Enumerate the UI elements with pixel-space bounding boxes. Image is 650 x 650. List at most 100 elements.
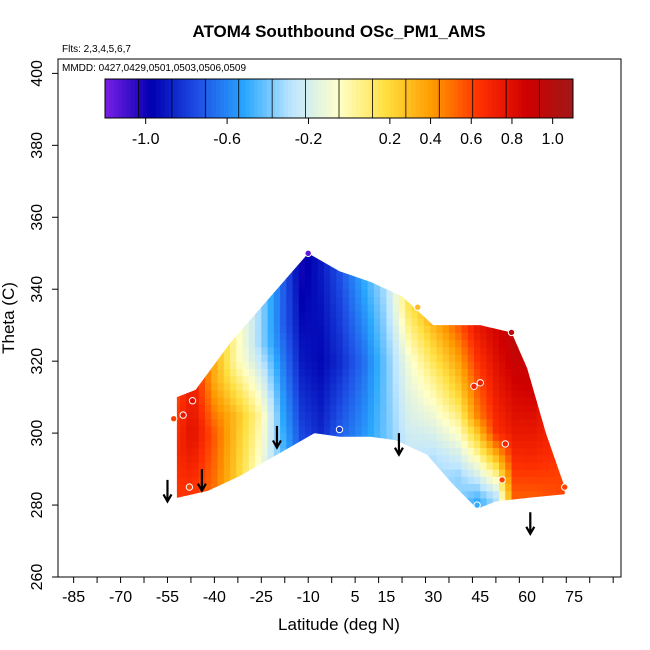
heatmap-cell: [198, 397, 206, 405]
heatmap-cell: [530, 476, 538, 485]
heatmap-cell: [292, 397, 300, 405]
heatmap-cell: [373, 440, 381, 449]
heatmap-cell: [223, 447, 231, 456]
heatmap-cell: [342, 346, 350, 355]
heatmap-cell: [261, 404, 269, 413]
heatmap-cell: [549, 260, 556, 269]
heatmap-cell: [323, 490, 331, 499]
heatmap-cell: [305, 253, 312, 262]
heatmap-cell: [198, 253, 206, 254]
heatmap-cell: [467, 310, 475, 319]
heatmap-cell: [517, 253, 525, 262]
heatmap-cell: [179, 353, 187, 362]
heatmap-cell: [236, 476, 244, 485]
heatmap-cell: [323, 440, 331, 449]
heatmap-cell: [261, 382, 269, 391]
heatmap-cell: [176, 339, 181, 348]
heatmap-cell: [292, 289, 300, 298]
heatmap-cell: [305, 490, 312, 499]
colorbar-cell: [147, 79, 153, 118]
heatmap-cell: [448, 476, 456, 485]
heatmap-cell: [192, 389, 200, 398]
heatmap-cell: [536, 454, 544, 463]
heatmap-cell: [223, 433, 231, 441]
heatmap-cell: [411, 382, 419, 391]
heatmap-cell: [524, 418, 531, 427]
heatmap-cell: [392, 425, 400, 434]
heatmap-cell: [380, 353, 388, 362]
heatmap-cell: [261, 267, 269, 276]
heatmap-cell: [380, 454, 388, 463]
heatmap-cell: [517, 346, 525, 355]
colorbar-tick-label: -0.2: [295, 131, 323, 148]
heatmap-cell: [342, 505, 350, 509]
heatmap-cell: [273, 339, 281, 348]
heatmap-cell: [317, 389, 325, 398]
heatmap-cell: [386, 454, 394, 463]
heatmap-cell: [367, 353, 375, 362]
heatmap-cell: [373, 296, 381, 305]
heatmap-cell: [480, 318, 488, 326]
heatmap-cell: [405, 267, 413, 276]
heatmap-cell: [336, 397, 344, 405]
heatmap-cell: [386, 303, 394, 312]
colorbar-cell: [500, 79, 506, 118]
heatmap-cell: [511, 425, 519, 434]
heatmap-cell: [367, 318, 375, 326]
heatmap-cell: [248, 332, 256, 341]
heatmap-cell: [486, 346, 494, 355]
heatmap-cell: [298, 253, 306, 262]
heatmap-cell: [211, 447, 219, 456]
heatmap-cell: [561, 505, 565, 509]
heatmap-cell: [217, 411, 225, 420]
heatmap-cell: [555, 346, 563, 355]
heatmap-cell: [392, 483, 400, 492]
heatmap-cell: [461, 339, 469, 348]
heatmap-cell: [430, 469, 438, 477]
heatmap-cell: [480, 461, 488, 470]
heatmap-cell: [517, 497, 525, 506]
heatmap-cell: [436, 267, 444, 276]
heatmap-cell: [242, 461, 250, 470]
heatmap-cell: [492, 476, 500, 485]
heatmap-cell: [342, 361, 350, 369]
y-tick-label: 340: [29, 276, 46, 303]
heatmap-cell: [205, 433, 212, 441]
heatmap-cell: [430, 425, 438, 434]
heatmap-cell: [267, 469, 275, 477]
heatmap-cell: [186, 440, 194, 449]
heatmap-cell: [255, 418, 262, 427]
heatmap-cell: [355, 375, 362, 384]
heatmap-cell: [273, 260, 281, 269]
heatmap-cell: [348, 310, 356, 319]
heatmap-cell: [561, 454, 565, 463]
heatmap-cell: [517, 274, 525, 283]
heatmap-cell: [524, 260, 531, 269]
heatmap-cell: [430, 505, 438, 509]
heatmap-cell: [192, 418, 200, 427]
heatmap-cell: [549, 461, 556, 470]
heatmap-cell: [205, 382, 212, 391]
heatmap-cell: [367, 411, 375, 420]
heatmap-cell: [536, 483, 544, 492]
heatmap-cell: [455, 289, 463, 298]
heatmap-cell: [292, 411, 300, 420]
heatmap-cell: [461, 353, 469, 362]
heatmap-cell: [192, 282, 200, 290]
heatmap-cell: [461, 418, 469, 427]
heatmap-cell: [380, 382, 388, 391]
heatmap-cell: [298, 389, 306, 398]
heatmap-cell: [392, 253, 400, 254]
heatmap-cell: [461, 332, 469, 341]
heatmap-cell: [342, 289, 350, 298]
heatmap-cell: [480, 296, 488, 305]
heatmap-cell: [267, 418, 275, 427]
heatmap-cell: [211, 296, 219, 305]
heatmap-cell: [417, 440, 425, 449]
heatmap-cell: [179, 260, 187, 269]
heatmap-cell: [486, 425, 494, 434]
heatmap-cell: [230, 253, 237, 262]
heatmap-cell: [536, 325, 544, 333]
heatmap-cell: [217, 382, 225, 391]
heatmap-cell: [386, 361, 394, 369]
